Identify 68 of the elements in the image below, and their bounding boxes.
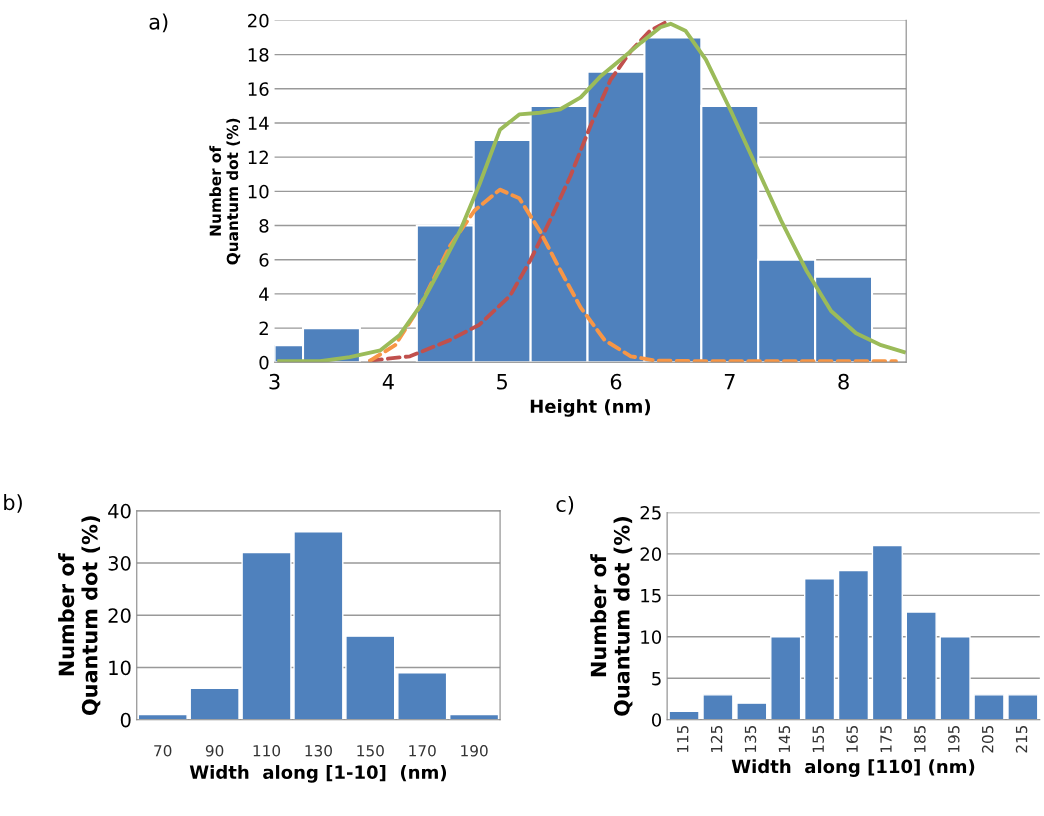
x-tick-label: 115 [677,725,689,753]
line-series [368,187,898,363]
x-tick-label: 170 [409,744,436,757]
x-tick-label: 150 [357,744,384,757]
y-tick-label: 20 [248,13,269,28]
x-tick-label: 215 [1015,725,1028,753]
x-axis-title: Width along [1-10] (nm) [189,765,447,783]
x-tick-label: 5 [497,374,507,390]
y-axis-title: Number of Quantum dot (%) [590,517,633,716]
x-tick-label: 145 [778,725,791,753]
y-tick-label: 10 [248,184,269,199]
y-tick-label: 0 [259,355,269,370]
y-tick-label: 14 [248,116,269,130]
bar [803,578,836,720]
bar [736,702,768,720]
x-tick-label: 155 [812,725,825,753]
x-tick-label: 195 [947,725,960,753]
y-tick-label: 12 [248,150,268,165]
bar [939,636,971,720]
y-axis-title: Number of Quantum dot (%) [58,516,101,715]
y-tick-label: 15 [641,589,661,603]
y-tick-label: 40 [108,503,131,519]
x-tick-label: 4 [382,374,394,390]
x-tick-label: 130 [305,744,332,757]
y-tick-label: 18 [248,48,269,62]
x-tick-label: 110 [253,744,281,757]
x-tick-label: 8 [838,373,849,390]
y-tick-label: 0 [651,713,662,727]
x-tick-label: 3 [269,373,280,390]
x-tick-label: 70 [154,744,172,757]
x-axis-title: Width along [110] (nm) [731,759,975,777]
bar [668,710,700,720]
y-tick-label: 6 [259,253,269,267]
chart-title: a) [149,13,168,33]
y-tick-label: 20 [640,547,662,562]
x-axis-title: Height (nm) [530,399,651,417]
bar [1007,694,1039,720]
y-tick-label: 16 [248,82,269,96]
y-tick-label: 20 [108,608,131,623]
y-tick-label: 10 [641,630,662,644]
x-tick-label: 6 [610,373,622,390]
x-tick-label: 7 [724,374,735,390]
y-tick-label: 4 [259,287,269,301]
y-tick-label: 5 [652,671,661,686]
x-tick-label: 175 [880,725,892,753]
y-tick-label: 10 [109,660,131,676]
x-tick-label: 135 [744,725,757,753]
chart-title: b) [4,494,22,513]
x-tick-label: 190 [461,744,488,757]
bar [770,636,802,720]
bar [871,544,903,720]
bar [837,569,870,720]
y-axis-title: Number of Quantum dot (%) [209,118,241,265]
x-tick-label: 90 [205,744,224,757]
bar [397,672,448,720]
x-tick-label: 125 [710,725,723,753]
x-tick-label: 185 [914,725,926,753]
bar [905,611,937,720]
y-tick-label: 0 [120,712,131,728]
y-tick-label: 30 [108,556,131,571]
bar [973,694,1005,720]
chart-title: c) [556,495,574,515]
x-tick-label: 165 [846,725,858,753]
y-tick-label: 8 [259,219,269,233]
y-tick-label: 25 [640,505,661,520]
bar [702,694,734,720]
x-tick-label: 205 [981,725,994,753]
y-tick-label: 2 [259,321,268,335]
